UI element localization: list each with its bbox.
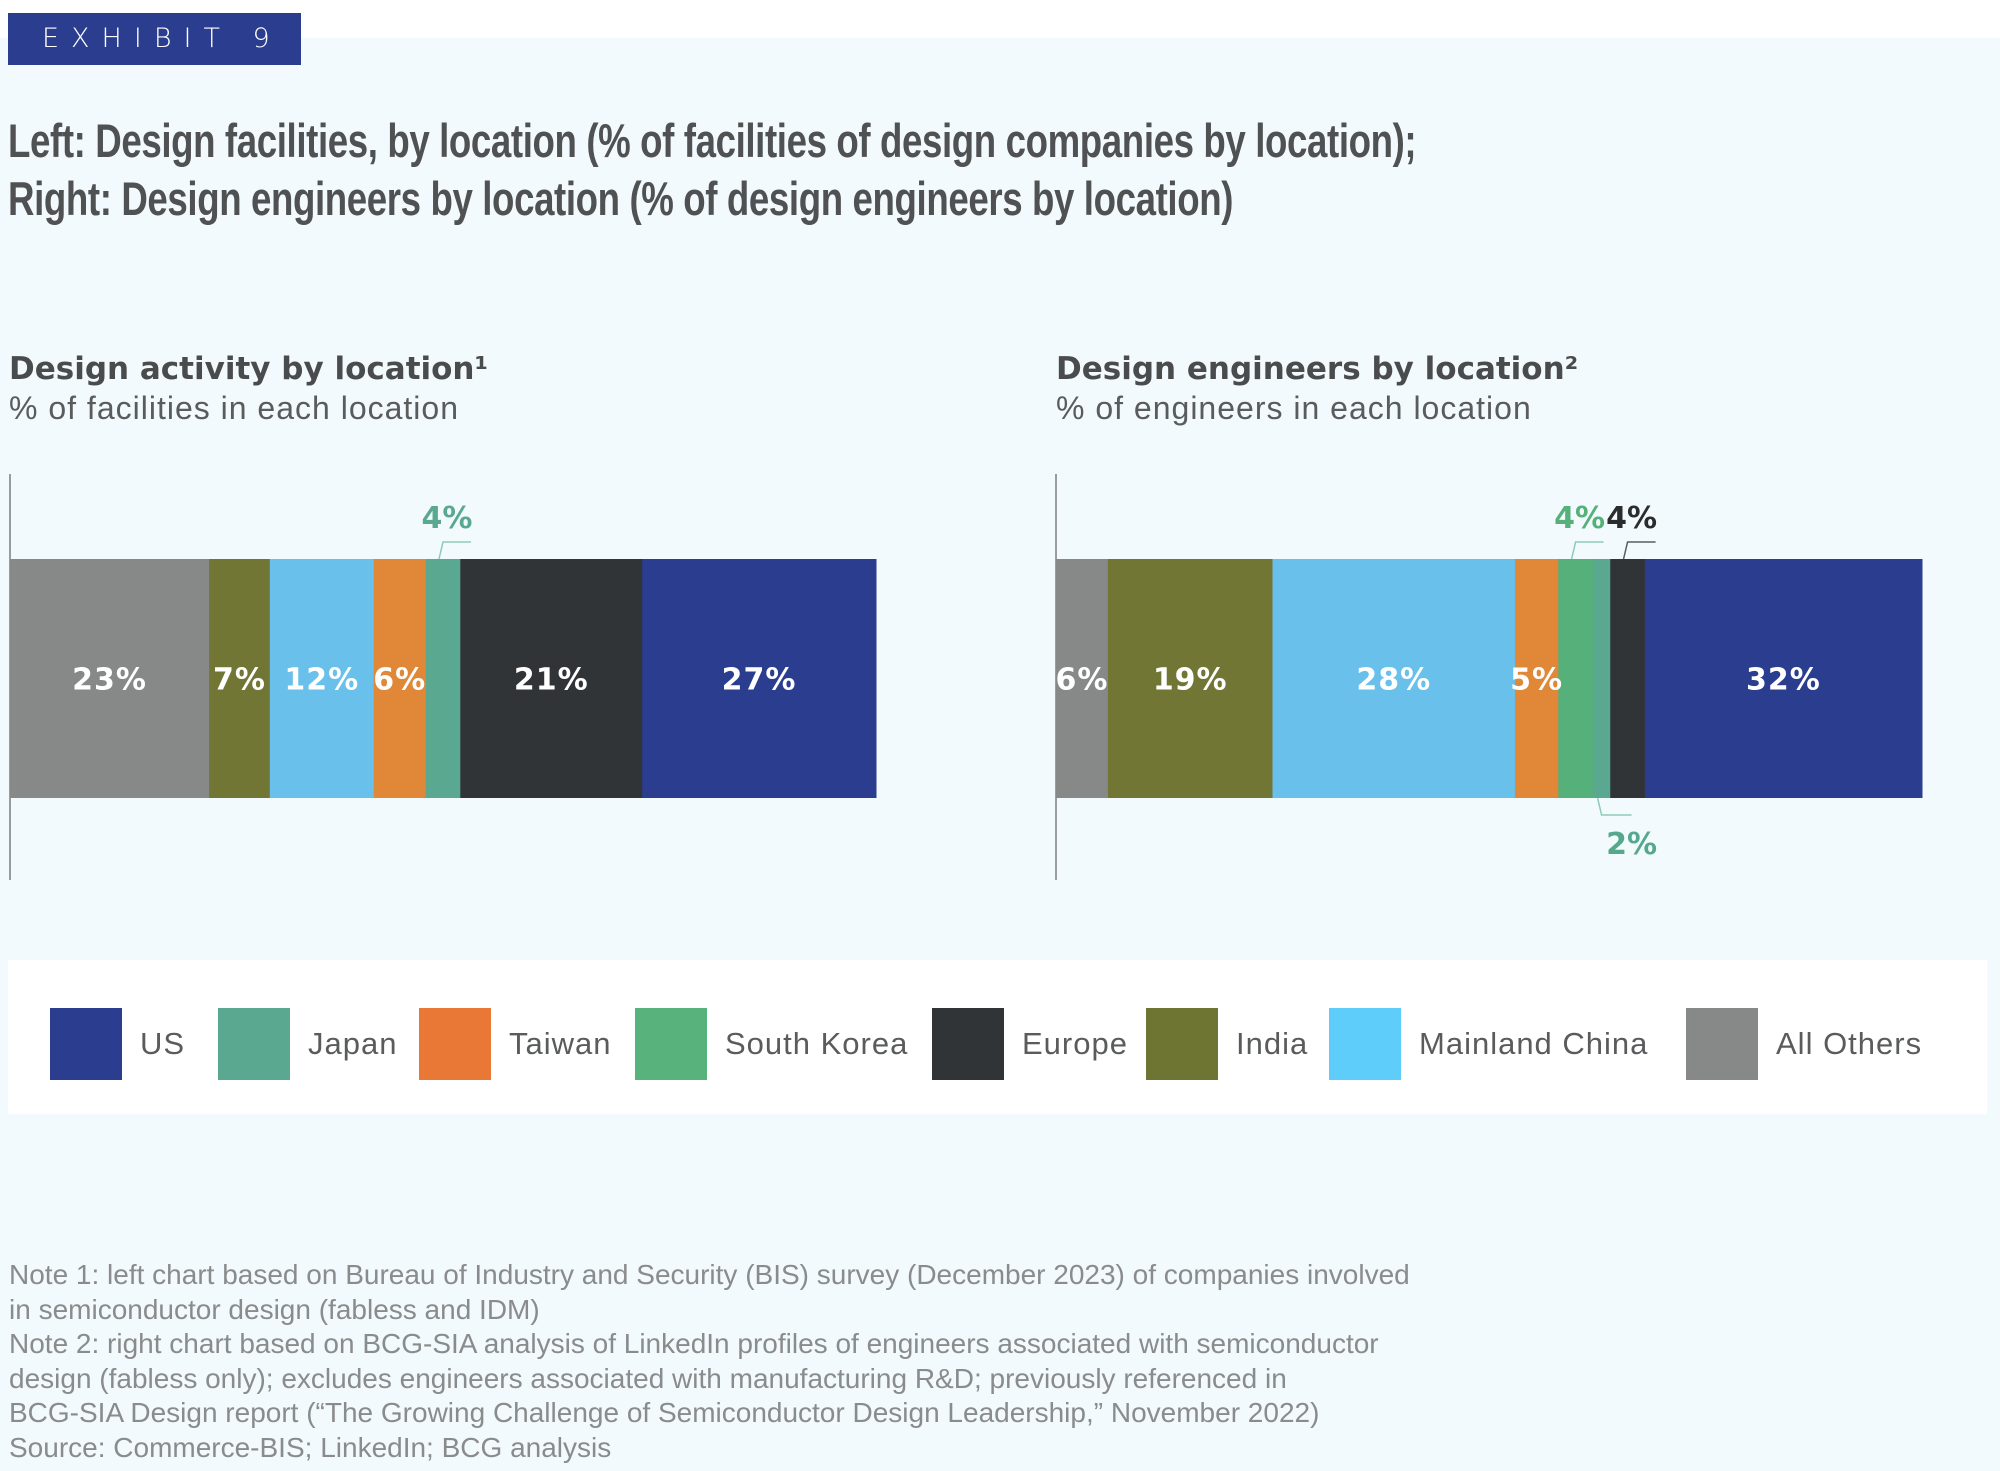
bar-value-label: 19%: [1153, 663, 1228, 698]
legend-swatch: [932, 1008, 1004, 1080]
legend-label: US: [140, 1026, 186, 1061]
callout-value-label: 4%: [1554, 501, 1605, 536]
note-line: Note 2: right chart based on BCG-SIA ana…: [9, 1328, 1379, 1359]
legend-label: Japan: [308, 1026, 398, 1061]
callout-leader-line: [1622, 541, 1656, 560]
legend-item-south-korea: South Korea: [635, 1008, 908, 1080]
bar-segment-mainland-china: [269, 559, 375, 798]
legend-label: India: [1236, 1026, 1309, 1061]
top-band: [0, 0, 2000, 38]
legend: US Japan Taiwan South Korea Europe India Mainl…: [8, 960, 1987, 1114]
bar-segment-europe: [1610, 559, 1646, 798]
bar-segment-us: [1644, 559, 1923, 798]
bar-value-label: 21%: [514, 663, 589, 698]
legend-item-us: US: [50, 1008, 185, 1080]
legend-label: Europe: [1022, 1026, 1128, 1061]
bar-segment-india: [1107, 559, 1273, 798]
bar-segment-south-korea: [1558, 559, 1594, 798]
callout-value-label: 4%: [1606, 501, 1657, 536]
bar-segment-us: [642, 559, 877, 798]
exhibit-label: EXHIBIT 9: [8, 13, 301, 65]
bar-value-label: 6%: [1056, 663, 1109, 698]
bar-value-label: 27%: [722, 663, 797, 698]
legend-swatch: [419, 1008, 491, 1080]
bar-segment-japan: [1592, 559, 1611, 798]
legend-label: South Korea: [725, 1026, 909, 1061]
right-chart-title: Design engineers by location²: [1056, 351, 1579, 387]
bar-value-label: 7%: [213, 663, 266, 698]
legend-item-europe: Europe: [932, 1008, 1128, 1080]
bar-value-label: 6%: [373, 663, 426, 698]
legend-swatch: [1686, 1008, 1758, 1080]
legend-item-mainland-china: Mainland China: [1329, 1008, 1648, 1080]
bar-value-label: 32%: [1746, 663, 1821, 698]
bar-segment-mainland-china: [1272, 559, 1516, 798]
legend-swatch: [50, 1008, 122, 1080]
bar-segment-all-others: [10, 559, 210, 798]
callout-leader-line: [1570, 541, 1604, 560]
bar-value-label: 23%: [72, 663, 147, 698]
bar-value-label: 28%: [1356, 663, 1431, 698]
legend-label: All Others: [1776, 1026, 1923, 1061]
note-line: in semiconductor design (fabless and IDM…: [9, 1293, 540, 1325]
note-line: BCG-SIA Design report (“The Growing Chal…: [9, 1397, 1320, 1428]
legend-swatch: [635, 1008, 707, 1080]
footnotes: Note 1: left chart based on Bureau of In…: [9, 1258, 1410, 1465]
legend-item-all-others: All Others: [1686, 1008, 1922, 1080]
stacked-bar-charts: 23% 7% 12% 6% 21% 27%4%6% 19% 28% 5% 32%4% 4%2%: [9, 474, 1923, 880]
bar-segment-taiwan: [373, 559, 427, 798]
left-chart-header: Design activity by location¹ % of facili…: [9, 350, 488, 428]
source-line: Source: Commerce-BIS; LinkedIn; BCG anal…: [9, 1431, 612, 1463]
bar-value-label: 5%: [1510, 663, 1563, 698]
right-chart-header: Design engineers by location² % of engin…: [1056, 350, 1578, 428]
legend-label: Mainland China: [1419, 1026, 1649, 1061]
bar-segment-japan: [425, 559, 461, 798]
bar-value-label: 12%: [284, 663, 359, 698]
callout-value-label: 4%: [422, 501, 473, 536]
legend-swatch: [1146, 1008, 1218, 1080]
note-line: Note 1: left chart based on Bureau of In…: [9, 1259, 1410, 1290]
right-chart-subtitle: % of engineers in each location: [1056, 390, 1532, 426]
bar-segment-taiwan: [1514, 559, 1559, 798]
left-chart-subtitle: % of facilities in each location: [9, 390, 459, 426]
legend-item-taiwan: Taiwan: [419, 1008, 612, 1080]
callout-value-label: 2%: [1606, 827, 1657, 862]
bar-segment-india: [209, 559, 271, 798]
bar-segment-europe: [460, 559, 643, 798]
note-line: design (fabless only); excludes engineer…: [9, 1362, 1287, 1394]
legend-item-india: India: [1146, 1008, 1308, 1080]
figure-title: Left: Design facilities, by location (% …: [8, 112, 1417, 228]
callout-leader-line: [1596, 797, 1632, 816]
title-line-left: Left: Design facilities, by location (% …: [8, 114, 1417, 167]
left-chart-title: Design activity by location¹: [9, 351, 489, 387]
legend-swatch: [1329, 1008, 1401, 1080]
legend-label: Taiwan: [509, 1026, 612, 1061]
legend-item-japan: Japan: [218, 1008, 397, 1080]
bar-segment-all-others: [1056, 559, 1109, 798]
title-line-right: Right: Design engineers by location (% o…: [8, 172, 1234, 225]
callout-leader-line: [438, 541, 471, 560]
legend-swatch: [218, 1008, 290, 1080]
